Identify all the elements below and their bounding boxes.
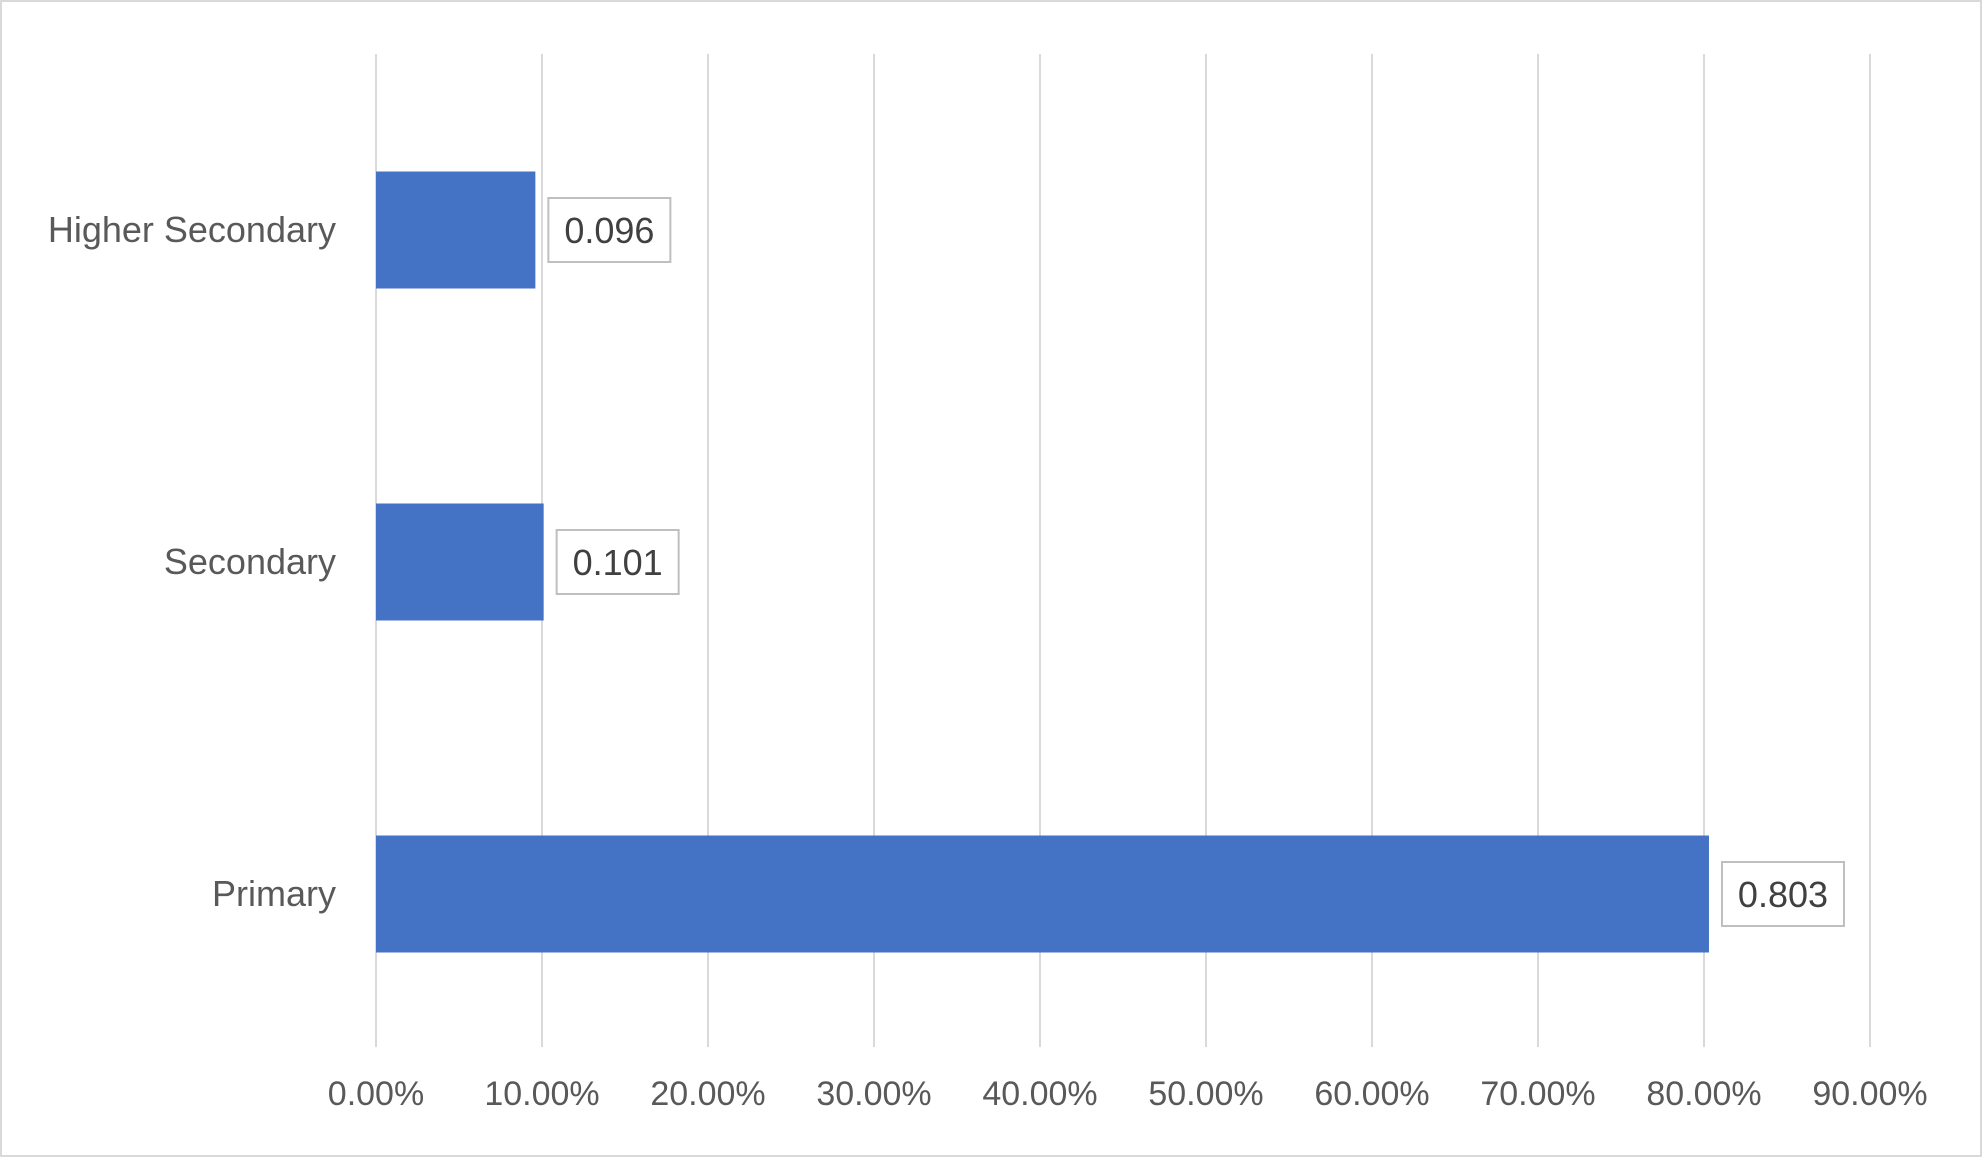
data-label-higher-secondary: 0.096 bbox=[564, 210, 654, 251]
x-tick-label: 10.00% bbox=[484, 1075, 599, 1113]
x-axis-tick-labels: 0.00% 10.00% 20.00% 30.00% 40.00% 50.00% 60.00… bbox=[328, 1075, 1928, 1113]
y-axis-category-labels: Higher Secondary Secondary Primary bbox=[48, 209, 336, 914]
bar-higher-secondary bbox=[376, 171, 536, 289]
data-label-secondary: 0.101 bbox=[573, 542, 663, 583]
bar-secondary bbox=[376, 503, 544, 621]
x-tick-label: 30.00% bbox=[816, 1075, 931, 1113]
data-label-box bbox=[555, 529, 680, 595]
x-tick-label: 0.00% bbox=[328, 1075, 424, 1113]
data-label-box bbox=[1720, 861, 1845, 927]
category-label-primary: Primary bbox=[212, 873, 336, 914]
bar-primary bbox=[376, 835, 1709, 953]
gridlines bbox=[375, 54, 1871, 1047]
x-tick-label: 40.00% bbox=[982, 1075, 1097, 1113]
data-label-primary: 0.803 bbox=[1738, 874, 1828, 915]
category-label-secondary: Secondary bbox=[164, 541, 336, 582]
x-tick-label: 60.00% bbox=[1314, 1075, 1429, 1113]
x-tick-label: 50.00% bbox=[1148, 1075, 1263, 1113]
data-labels: 0.096 0.101 0.803 bbox=[547, 197, 1845, 927]
x-tick-label: 20.00% bbox=[650, 1075, 765, 1113]
data-label-box bbox=[547, 197, 672, 263]
x-tick-label: 90.00% bbox=[1812, 1075, 1927, 1113]
x-tick-label: 70.00% bbox=[1480, 1075, 1595, 1113]
x-tick-label: 80.00% bbox=[1646, 1075, 1761, 1113]
category-label-higher-secondary: Higher Secondary bbox=[48, 209, 336, 250]
bars bbox=[376, 171, 1709, 953]
